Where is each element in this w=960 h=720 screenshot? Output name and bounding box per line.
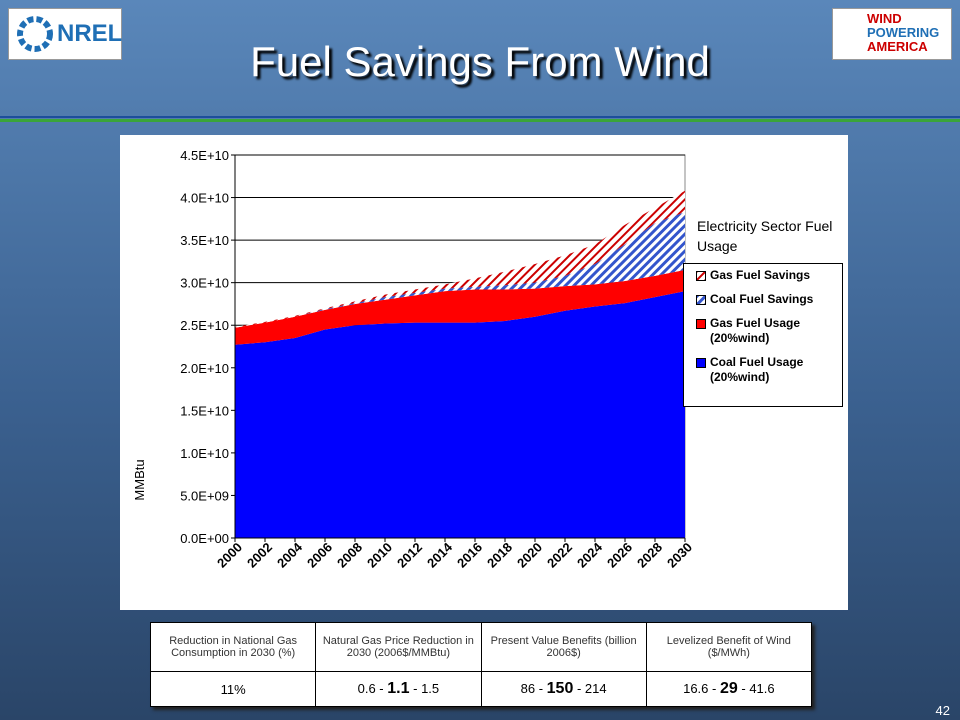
cell-text: 86 - [520,681,544,696]
page-number: 42 [935,703,950,718]
y-tick-label: 3.0E+10 [180,276,229,291]
cell-text: 11% [220,681,246,697]
legend-label: Gas Fuel Usage (20%wind) [710,316,801,345]
header-cell: Natural Gas Price Reduction in 2030 (200… [315,622,482,672]
header-cell: Present Value Benefits (billion 2006$) [480,622,647,672]
swatch [696,319,706,329]
swatch [696,271,706,281]
legend: Gas Fuel Savings Coal Fuel Savings Gas Fue… [683,263,843,407]
y-axis-label: MMBtu [132,459,147,500]
y-tick-label: 2.5E+10 [180,318,229,333]
legend-swatch [696,319,706,329]
area [235,291,685,538]
divider [0,116,960,118]
legend-label: Coal Fuel Savings [710,292,814,306]
legend-swatch [696,295,706,305]
cell-text: - 1.5 [413,681,440,696]
table-cell: 0.6 - 1.1 - 1.5 [315,671,482,707]
table-cell: 11% [149,671,317,707]
legend-item: Gas Fuel Usage (20%wind) [696,316,842,346]
area [235,190,685,328]
cell-text: 29 [719,680,738,697]
cell-text: 0.6 - [357,681,384,696]
legend-swatch [696,271,706,281]
results-table: Reduction in National Gas Consumption in… [149,622,813,707]
cell-text: 16.6 - [683,681,717,696]
header-cell: Reduction in National Gas Consumption in… [149,622,317,672]
logo-text: NREL [57,20,123,47]
area [235,212,685,328]
cell-text: 1.1 [387,680,410,697]
legend-label: Gas Fuel Savings [710,268,811,282]
swatch [696,358,706,368]
legend-item: Coal Fuel Savings [696,292,842,307]
legend-swatch [696,358,706,368]
logo-text: AMERICA [867,39,928,54]
divider [0,119,960,122]
y-tick-label: 4.0E+10 [180,191,229,206]
nrel-logo: NREL [8,8,122,60]
cell-text: - 41.6 [741,681,775,696]
logo-icon [17,16,53,52]
y-tick-label: 0.0E+00 [180,531,229,546]
swatch [696,295,706,305]
slide-title: Fuel Savings From Wind [250,38,710,85]
y-tick-label: 2.0E+10 [180,361,229,376]
legend-item: Coal Fuel Usage (20%wind) [696,355,842,385]
y-tick-label: 3.5E+10 [180,233,229,248]
y-tick-label: 4.5E+10 [180,148,229,163]
legend-item: Gas Fuel Savings [696,268,842,283]
y-tick-label: 5.0E+09 [180,488,229,503]
table-cell: 16.6 - 29 - 41.6 [645,671,813,707]
table-header: Reduction in National Gas Consumption in… [149,622,813,672]
cell-text: - 214 [576,681,607,696]
header-cell: Levelized Benefit of Wind ($/MWh) [645,622,813,672]
legend-label: Coal Fuel Usage (20%wind) [710,355,804,384]
y-tick-label: 1.5E+10 [180,403,229,418]
legend-title: Electricity Sector Fuel Usage [697,218,833,254]
logo-text: POWERING [867,25,940,40]
cell-text: 150 [546,680,574,697]
y-tick-label: 1.0E+10 [180,446,229,461]
area [235,269,685,345]
wpa-logo: WIND POWERING AMERICA [832,8,952,60]
table-cell: 86 - 150 - 214 [480,671,647,707]
table-row: 11% 0.6 - 1.1 - 1.5 86 - 150 - 214 16.6 - 2… [149,671,813,707]
logo-text: WIND [867,11,902,26]
